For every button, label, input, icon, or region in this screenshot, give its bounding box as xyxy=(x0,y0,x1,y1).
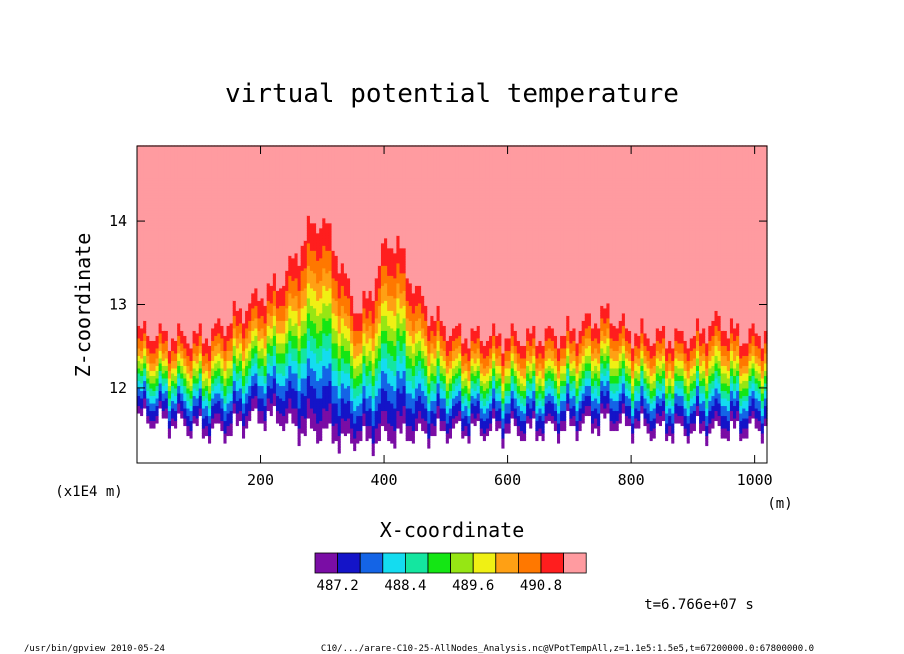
y-tick-label: 12 xyxy=(109,379,127,397)
colorbar-tick-label: 490.8 xyxy=(520,578,562,594)
colorbar-swatch xyxy=(359,552,384,574)
y-tick-label: 14 xyxy=(109,212,127,230)
plot-area xyxy=(137,145,768,464)
x-tick-label: 800 xyxy=(618,471,645,489)
colorbar-swatch xyxy=(540,552,565,574)
colorbar-tick-label: 487.2 xyxy=(317,578,359,594)
colorbar-tick-label: 488.4 xyxy=(384,578,426,594)
x-tick-label: 600 xyxy=(494,471,521,489)
colorbar-swatch xyxy=(314,552,339,574)
colorbar-swatch xyxy=(427,552,452,574)
x-tick-label: 200 xyxy=(247,471,274,489)
heatmap-field xyxy=(137,145,768,464)
y-tick-label: 13 xyxy=(109,296,127,314)
colorbar-swatch xyxy=(495,552,519,574)
colorbar-swatch xyxy=(518,552,542,574)
colorbar: 487.2 488.4 489.6 490.8 xyxy=(314,552,587,594)
y-axis: 12 13 14 xyxy=(109,212,767,397)
colorbar-swatch xyxy=(472,552,497,574)
y-axis-label: Z-coordinate xyxy=(71,233,95,378)
x-axis-label: X-coordinate xyxy=(380,518,525,542)
x-tick-label: 400 xyxy=(371,471,398,489)
colorbar-swatch xyxy=(382,552,406,574)
colorbar-swatch xyxy=(450,552,474,574)
time-annotation: t=6.766e+07 s xyxy=(644,597,754,613)
x-axis-unit: (m) xyxy=(767,496,792,512)
y-axis-unit: (x1E4 m) xyxy=(55,484,122,500)
colorbar-swatch xyxy=(337,552,361,574)
colorbar-tick-label: 489.6 xyxy=(452,578,494,594)
chart-title: virtual potential temperature xyxy=(225,79,679,109)
x-tick-label: 1000 xyxy=(737,471,773,489)
colorbar-swatch xyxy=(404,552,429,574)
colorbar-swatch xyxy=(563,552,587,574)
x-axis: 200 400 600 800 1000 xyxy=(247,146,773,489)
footer-left: /usr/bin/gpview 2010-05-24 xyxy=(24,644,165,654)
footer-right: C10/.../arare-C10-25-AllNodes_Analysis.n… xyxy=(321,644,814,654)
